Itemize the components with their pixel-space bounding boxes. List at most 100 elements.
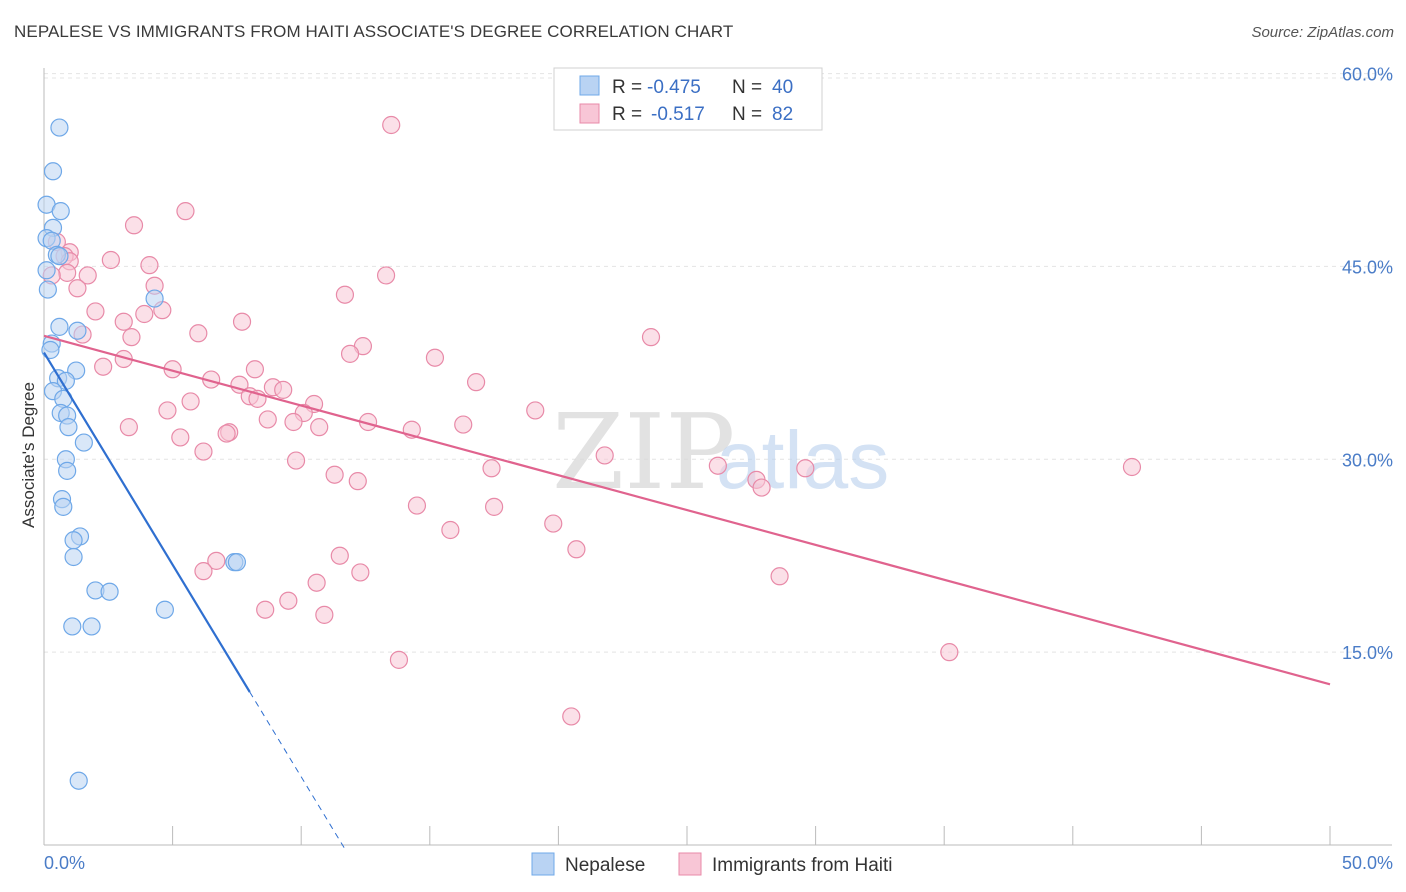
nepalese-point-1 [43, 162, 63, 181]
legend-r-value-haiti: -0.517 [651, 104, 705, 125]
legend-r-label-haiti: R = [612, 104, 642, 125]
legend-n-label-nepalese: N = [732, 77, 762, 98]
haiti-point-32 [466, 373, 486, 392]
nepalese-point-12 [50, 317, 69, 336]
y-tick-label-3: 60.0% [1342, 65, 1393, 85]
nepalese-point-36 [155, 600, 174, 619]
y-tick-labels: 15.0% 30.0% 45.0% 60.0% [1342, 65, 1393, 664]
bottom-legend-label-nepalese: Nepalese [565, 855, 645, 876]
haiti-point-60 [325, 465, 344, 484]
haiti-point-22 [122, 328, 141, 347]
haiti-points [42, 115, 1142, 726]
haiti-point-59 [796, 459, 815, 478]
chart-title: NEPALESE VS IMMIGRANTS FROM HAITI ASSOCI… [14, 22, 734, 41]
bottom-legend: Nepalese Immigrants from Haiti [531, 852, 893, 876]
haiti-point-54 [595, 446, 614, 465]
haiti-point-44 [258, 410, 277, 429]
haiti-point-18 [114, 312, 133, 331]
haiti-point-25 [340, 344, 360, 363]
haiti-point-2 [124, 216, 144, 235]
nepalese-point-3 [51, 202, 70, 221]
haiti-point-76 [256, 600, 275, 619]
haiti-point-51 [217, 424, 236, 443]
haiti-point-23 [641, 328, 661, 347]
haiti-point-74 [307, 573, 326, 592]
nepalese-point-39 [69, 771, 88, 790]
haiti-point-41 [158, 401, 177, 420]
nepalese-point-26 [58, 461, 77, 480]
haiti-point-7 [101, 250, 120, 270]
nepalese-point-0 [50, 118, 69, 137]
haiti-point-73 [770, 567, 789, 586]
haiti-point-35 [274, 380, 293, 399]
haiti-trend-line [43, 334, 1331, 686]
haiti-point-48 [310, 418, 329, 437]
nepalese-point-31 [64, 547, 83, 567]
nepalese-point-15 [41, 340, 60, 360]
nepalese-point-37 [63, 617, 82, 636]
haiti-point-45 [284, 412, 303, 432]
nepalese-point-24 [74, 433, 93, 452]
nepalese-point-8 [50, 247, 69, 266]
haiti-point-28 [94, 357, 113, 376]
haiti-point-68 [567, 540, 586, 559]
haiti-point-64 [407, 496, 427, 515]
grid [44, 73, 1392, 653]
x-tick-label-0: 0.0% [44, 853, 85, 873]
haiti-point-78 [940, 643, 959, 662]
haiti-point-10 [78, 266, 97, 285]
nepalese-point-33 [227, 553, 246, 572]
haiti-point-57 [1122, 457, 1142, 477]
haiti-point-30 [245, 360, 265, 379]
nepalese-point-35 [100, 582, 119, 601]
nepalese-point-30 [64, 531, 83, 550]
haiti-point-40 [526, 401, 545, 420]
haiti-point-55 [286, 451, 306, 470]
haiti-point-1 [176, 202, 195, 221]
haiti-point-71 [194, 562, 213, 581]
source-label: Source: ZipAtlas.com [1251, 24, 1394, 41]
haiti-point-38 [181, 392, 200, 411]
trend-lines [43, 334, 1331, 850]
nepalese-points [37, 118, 246, 790]
haiti-point-8 [140, 256, 159, 275]
haiti-point-11 [376, 266, 396, 285]
haiti-point-47 [119, 418, 138, 437]
haiti-point-21 [189, 324, 208, 343]
haiti-point-62 [348, 472, 367, 491]
haiti-point-0 [382, 115, 401, 135]
nepalese-point-9 [37, 261, 56, 280]
nepalese-point-28 [54, 497, 73, 516]
haiti-point-15 [86, 302, 105, 321]
haiti-point-63 [752, 478, 771, 497]
legend-r-label-nepalese: R = [612, 77, 642, 98]
haiti-point-17 [135, 304, 154, 324]
haiti-point-65 [485, 497, 504, 516]
haiti-point-79 [389, 650, 409, 669]
y-axis-label: Associate's Degree [19, 382, 38, 528]
haiti-point-69 [330, 546, 349, 565]
legend: R = -0.475 N = 40 R = -0.517 N = 82 [553, 67, 823, 131]
haiti-point-52 [171, 428, 190, 447]
haiti-point-26 [425, 348, 445, 367]
haiti-point-56 [708, 456, 727, 475]
nepalese-point-38 [82, 617, 101, 636]
legend-swatch-haiti [579, 103, 600, 124]
x-tick-labels: 0.0% 50.0% [44, 853, 1393, 873]
y-tick-label-1: 30.0% [1342, 450, 1393, 470]
haiti-point-9 [58, 263, 77, 282]
haiti-point-58 [482, 459, 501, 478]
haiti-point-19 [232, 312, 252, 331]
bottom-legend-swatch-nepalese [531, 852, 555, 876]
legend-n-label-haiti: N = [732, 104, 762, 125]
haiti-point-75 [279, 591, 298, 610]
nepalese-point-23 [59, 418, 78, 437]
bottom-legend-swatch-haiti [678, 852, 702, 876]
nepalese-trend-extension [249, 691, 346, 850]
legend-n-value-haiti: 82 [772, 104, 793, 125]
nepalese-trend-line [43, 352, 251, 693]
haiti-point-70 [207, 551, 226, 570]
y-tick-label-2: 45.0% [1342, 257, 1393, 277]
haiti-point-14 [335, 285, 355, 304]
legend-n-value-nepalese: 40 [772, 77, 793, 98]
